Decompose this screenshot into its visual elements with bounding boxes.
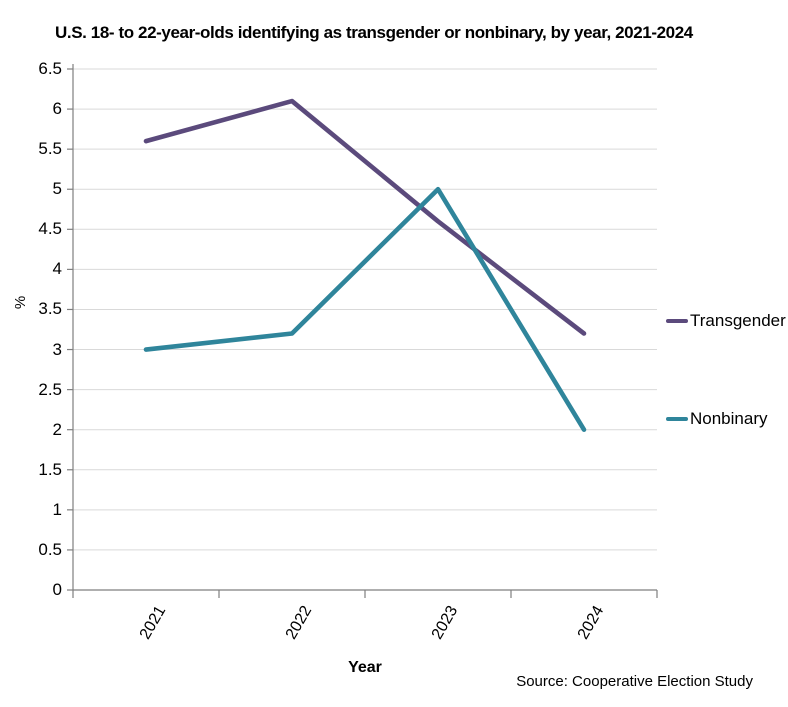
- y-tick-label-3.5: 3.5: [38, 299, 62, 319]
- chart-title: U.S. 18- to 22-year-olds identifying as …: [55, 23, 693, 42]
- y-tick-label-4.5: 4.5: [38, 219, 62, 239]
- y-tick-label-0.5: 0.5: [38, 539, 62, 559]
- transgender-series-line: [143, 98, 587, 336]
- y-tick-label-3: 3: [52, 339, 62, 359]
- nonbinary-line-swatch-icon: [666, 417, 688, 421]
- y-tick-label-6.5: 6.5: [38, 59, 62, 78]
- legend-entry-transgender: Transgender: [666, 309, 786, 333]
- y-tick-label-4: 4: [52, 259, 62, 279]
- nonbinary-series-line: [143, 186, 587, 432]
- source-note: Source: Cooperative Election Study: [516, 673, 753, 690]
- y-tick-label-1.5: 1.5: [38, 459, 62, 479]
- legend-entry-nonbinary: Nonbinary: [666, 407, 768, 431]
- y-tick-label-2: 2: [52, 419, 62, 439]
- transgender-line-swatch-icon: [666, 319, 688, 323]
- legend-label-transgender: Transgender: [690, 311, 786, 330]
- legend-label-nonbinary: Nonbinary: [690, 409, 768, 428]
- y-axis-title: %: [12, 295, 30, 310]
- y-tick-label-2.5: 2.5: [38, 379, 62, 399]
- y-tick-label-1: 1: [52, 499, 62, 519]
- y-tick-label-5.5: 5.5: [38, 139, 62, 159]
- y-tick-label-5: 5: [52, 179, 62, 199]
- y-tick-label-6: 6: [52, 99, 62, 119]
- y-tick-label-0: 0: [52, 580, 62, 599]
- x-axis-title: Year: [348, 659, 382, 676]
